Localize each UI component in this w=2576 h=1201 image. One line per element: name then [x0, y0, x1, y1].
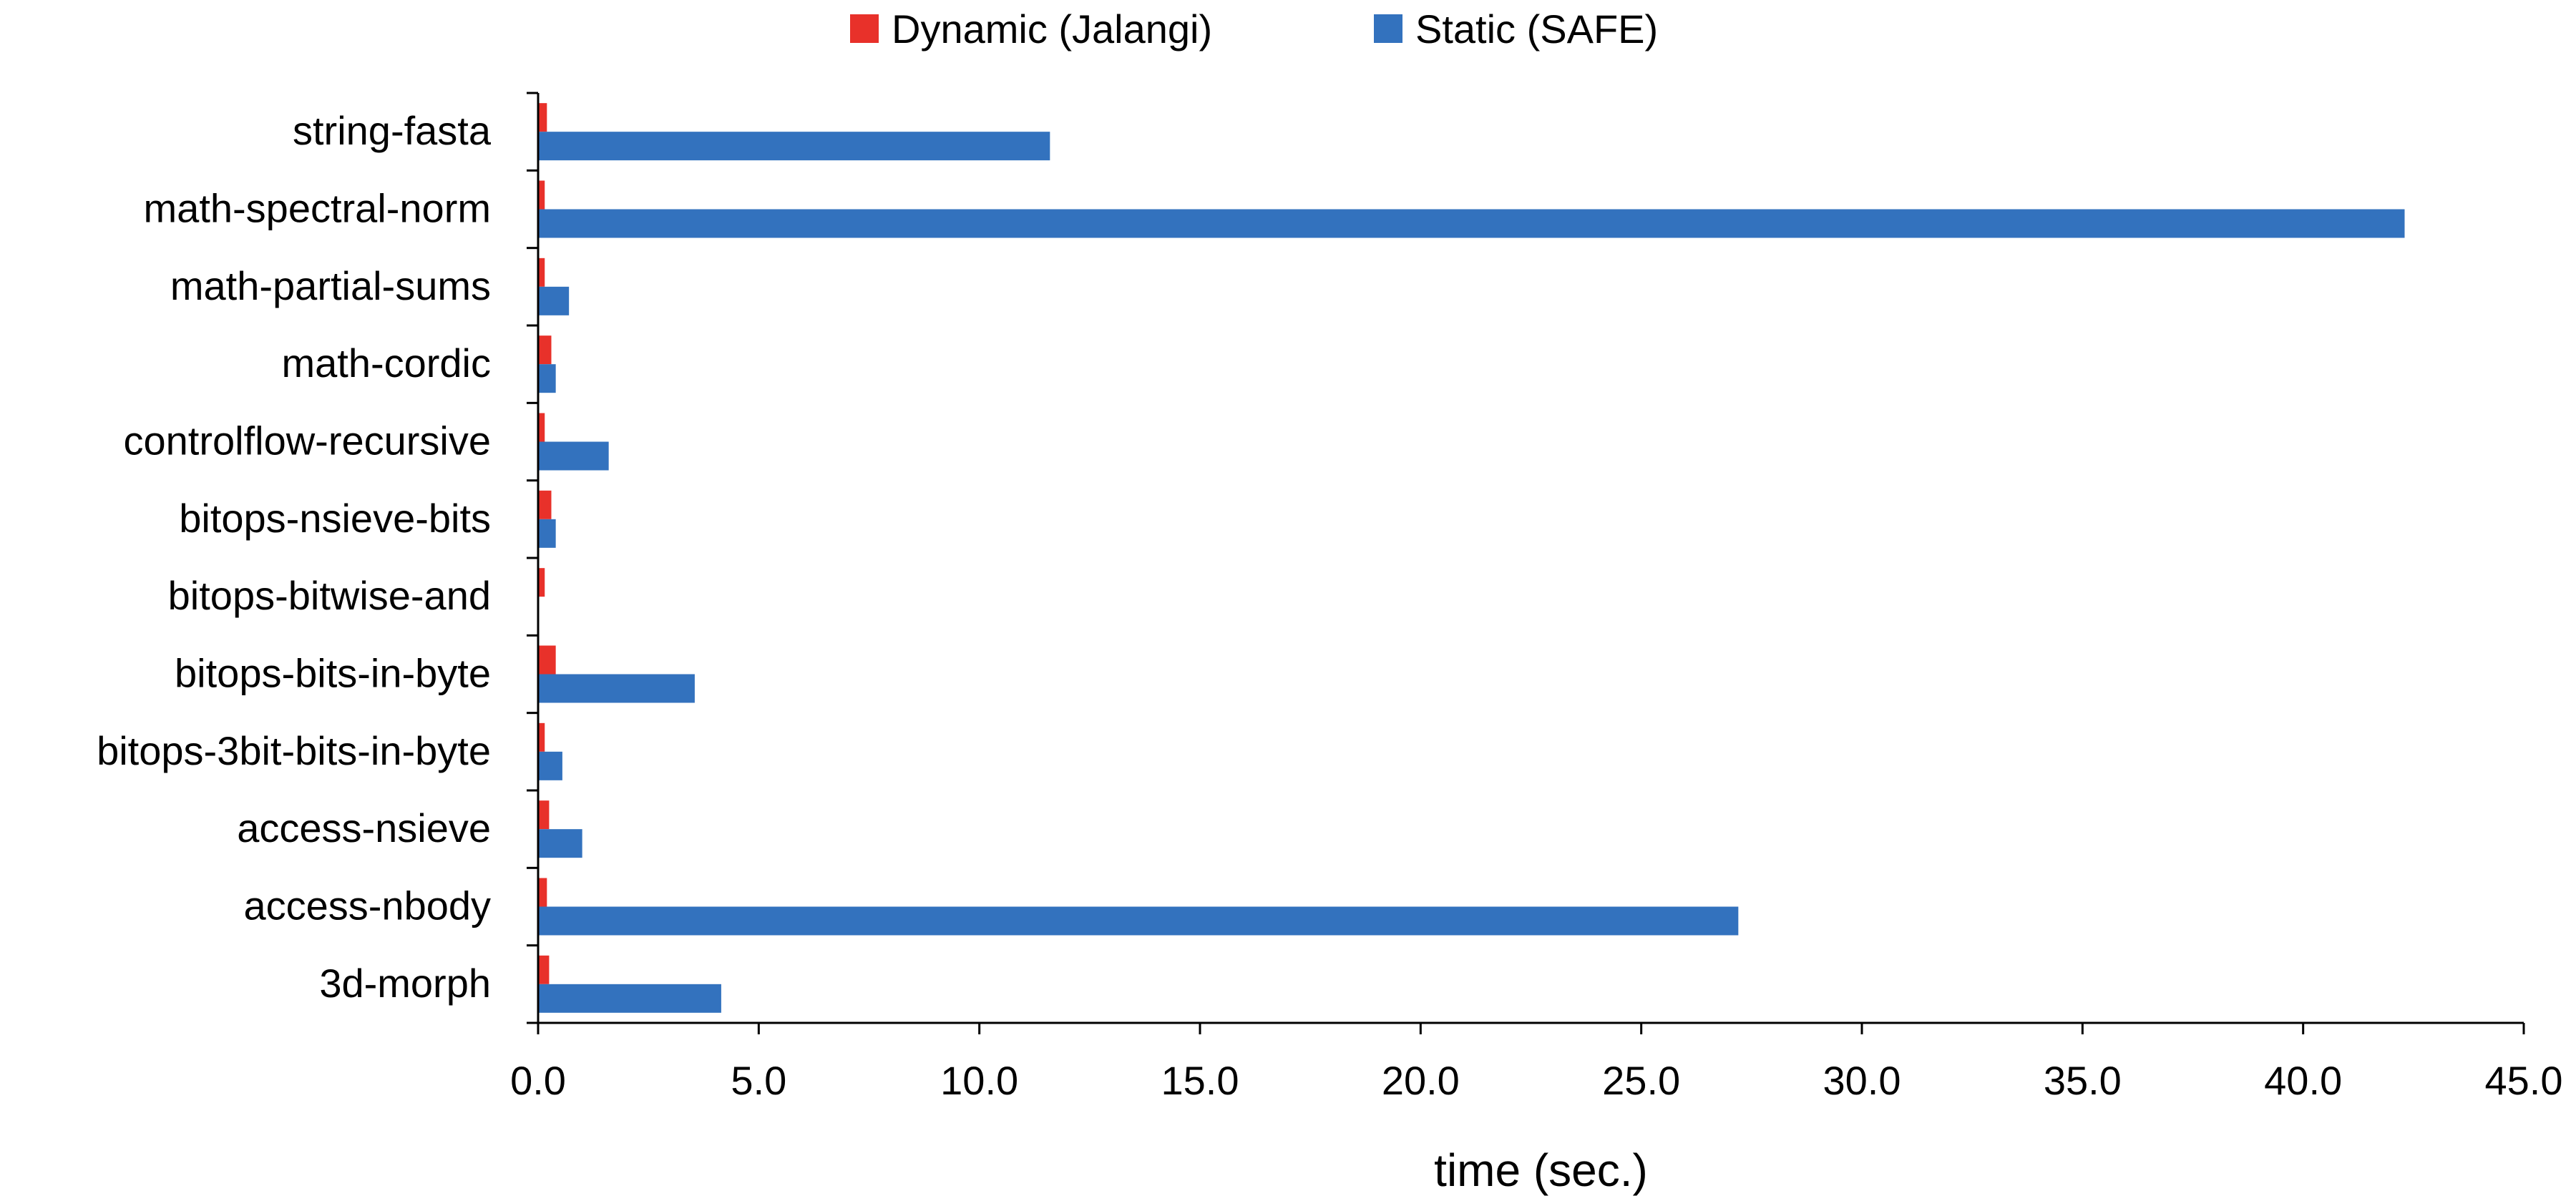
x-axis-title: time (sec.) [1434, 1144, 1648, 1196]
bars-group [538, 103, 2405, 1013]
bar-dynamic-jalangi-access-nsieve [538, 800, 550, 830]
bar-dynamic-jalangi-bitops-bits-in-byte [538, 645, 556, 675]
legend-label-dynamic-jalangi: Dynamic (Jalangi) [892, 6, 1212, 52]
category-label-3d-morph: 3d-morph [319, 961, 491, 1006]
x-tick-label: 25.0 [1602, 1058, 1680, 1103]
bar-dynamic-jalangi-access-nbody [538, 878, 547, 907]
bar-dynamic-jalangi-math-spectral-norm [538, 180, 545, 210]
bar-static-safe-bitops-nsieve-bits [538, 519, 556, 548]
bar-static-safe-access-nsieve [538, 829, 582, 858]
bar-static-safe-math-spectral-norm [538, 209, 2405, 238]
bar-static-safe-bitops-3bit-bits-in-byte [538, 751, 562, 780]
category-label-access-nsieve: access-nsieve [237, 805, 491, 850]
bar-static-safe-string-fasta [538, 132, 1050, 161]
category-label-controlflow-recursive: controlflow-recursive [124, 418, 492, 464]
category-label-math-spectral-norm: math-spectral-norm [144, 186, 491, 231]
labels-group: string-fasta math-spectral-norm math-parti… [97, 108, 2562, 1196]
bar-static-safe-math-partial-sums [538, 286, 570, 315]
legend-swatch-static-safe [1374, 14, 1402, 43]
x-tick-label: 10.0 [940, 1058, 1018, 1103]
axes-group [527, 92, 2525, 1034]
x-tick-label: 0.0 [510, 1058, 566, 1103]
bar-dynamic-jalangi-3d-morph [538, 955, 550, 984]
category-label-bitops-3bit-bits-in-byte: bitops-3bit-bits-in-byte [97, 728, 491, 773]
category-label-access-nbody: access-nbody [243, 883, 491, 928]
bar-static-safe-bitops-bits-in-byte [538, 674, 695, 703]
bar-dynamic-jalangi-bitops-3bit-bits-in-byte [538, 722, 545, 752]
x-tick-label: 15.0 [1161, 1058, 1239, 1103]
bar-static-safe-controlflow-recursive [538, 441, 609, 471]
bar-dynamic-jalangi-bitops-bitwise-and [538, 568, 545, 597]
legend-swatch-dynamic-jalangi [850, 14, 879, 43]
bar-dynamic-jalangi-string-fasta [538, 103, 547, 132]
x-tick-label: 5.0 [731, 1058, 786, 1103]
category-label-string-fasta: string-fasta [293, 108, 492, 153]
bar-dynamic-jalangi-math-cordic [538, 335, 552, 365]
bar-dynamic-jalangi-math-partial-sums [538, 258, 545, 287]
category-label-bitops-bitwise-and: bitops-bitwise-and [168, 573, 491, 618]
x-tick-label: 40.0 [2264, 1058, 2342, 1103]
x-tick-label: 30.0 [1823, 1058, 1901, 1103]
x-tick-label: 20.0 [1382, 1058, 1460, 1103]
legend-label-static-safe: Static (SAFE) [1415, 6, 1658, 52]
bar-static-safe-access-nbody [538, 906, 1739, 936]
bar-dynamic-jalangi-controlflow-recursive [538, 413, 545, 442]
category-label-math-partial-sums: math-partial-sums [170, 263, 491, 308]
bar-static-safe-math-cordic [538, 364, 556, 393]
legend: Dynamic (Jalangi) Static (SAFE) [850, 6, 1658, 52]
category-label-math-cordic: math-cordic [281, 340, 491, 386]
x-tick-label: 35.0 [2044, 1058, 2122, 1103]
category-label-bitops-bits-in-byte: bitops-bits-in-byte [175, 651, 491, 696]
category-label-bitops-nsieve-bits: bitops-nsieve-bits [179, 496, 491, 541]
bar-static-safe-3d-morph [538, 984, 721, 1013]
bar-dynamic-jalangi-bitops-nsieve-bits [538, 490, 552, 519]
x-tick-label: 45.0 [2485, 1058, 2563, 1103]
